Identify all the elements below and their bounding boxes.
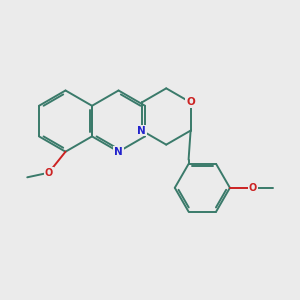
Text: N: N: [114, 147, 123, 157]
Text: O: O: [45, 168, 53, 178]
Text: N: N: [137, 126, 146, 136]
Text: O: O: [186, 98, 195, 107]
Text: O: O: [249, 183, 257, 193]
